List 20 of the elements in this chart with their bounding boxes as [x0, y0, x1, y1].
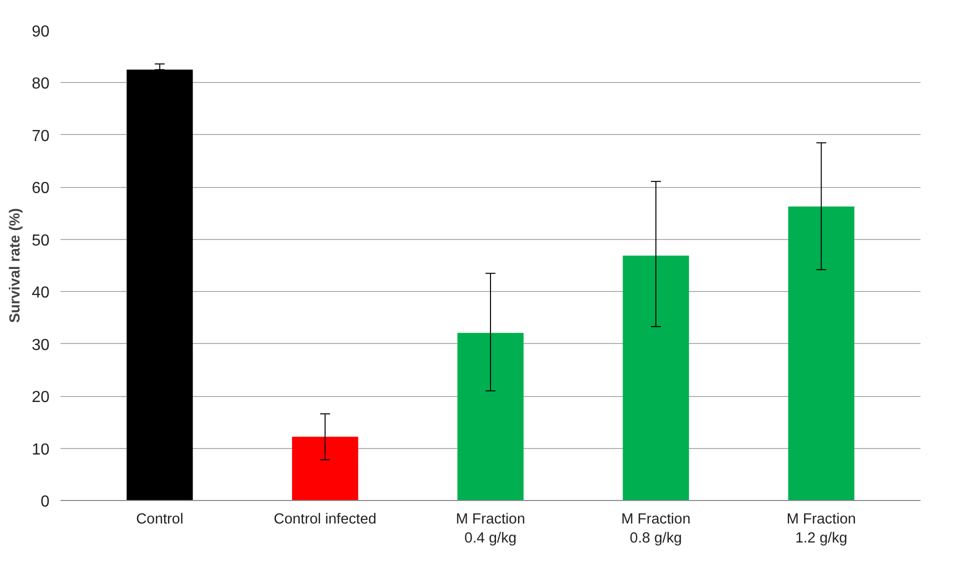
- y-tick-label: 70: [32, 128, 50, 145]
- y-tick-label: 90: [32, 24, 50, 40]
- x-tick-label: Control infected: [274, 512, 376, 528]
- bar: [457, 332, 524, 500]
- y-tick-label: 40: [32, 284, 50, 302]
- y-tick-label: 10: [32, 441, 50, 458]
- x-tick-label: M Fraction 0.4 g/kg: [456, 512, 526, 547]
- bar: [788, 206, 854, 500]
- y-tick-label: 30: [32, 336, 50, 354]
- y-tick-label: 80: [32, 76, 50, 93]
- y-tick-label: 20: [32, 389, 50, 406]
- x-tick-label: M Fraction 1.2 g/kg: [786, 512, 856, 547]
- bar: [622, 256, 689, 500]
- bar: [292, 436, 358, 500]
- y-axis-title: Survival rate (%): [8, 208, 24, 323]
- y-tick-label: 60: [32, 180, 50, 198]
- x-tick-label: Control: [136, 512, 184, 528]
- x-tick-label: M Fraction 0.8 g/kg: [621, 512, 691, 547]
- y-tick-label: 0: [40, 494, 50, 510]
- y-tick-label: 50: [32, 232, 50, 250]
